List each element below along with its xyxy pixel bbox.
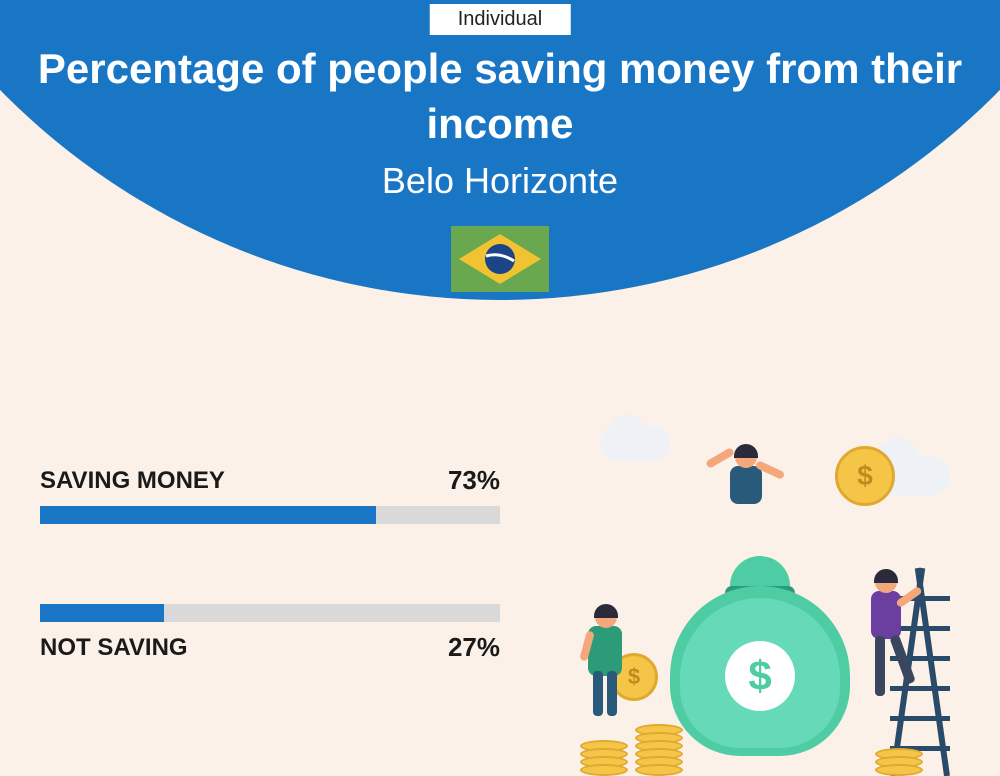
brazil-flag-icon xyxy=(451,226,549,292)
dollar-sign-icon: $ xyxy=(725,641,795,711)
main-title: Percentage of people saving money from t… xyxy=(0,42,1000,151)
coin-stack-icon xyxy=(580,744,628,776)
bar-label: SAVING MONEY xyxy=(40,467,225,495)
money-bag-icon: $ xyxy=(670,536,850,756)
bar-group-saving: SAVING MONEY 73% xyxy=(40,465,500,524)
bar-value: 73% xyxy=(448,465,500,496)
savings-illustration: $ $ $ xyxy=(560,416,980,776)
person-sitting-icon xyxy=(575,606,635,716)
category-tag: Individual xyxy=(430,4,571,35)
person-on-ladder-icon xyxy=(865,571,925,731)
coin-stack-icon xyxy=(875,752,923,776)
bar-label: NOT SAVING xyxy=(40,634,188,662)
bar-fill xyxy=(40,604,164,622)
bar-track xyxy=(40,604,500,622)
coin-stack-icon xyxy=(635,728,683,776)
cloud-icon xyxy=(600,426,670,461)
location-subtitle: Belo Horizonte xyxy=(0,160,1000,202)
coin-icon: $ xyxy=(835,446,895,506)
bar-group-not-saving: NOT SAVING 27% xyxy=(40,604,500,663)
bar-fill xyxy=(40,506,376,524)
bar-value: 27% xyxy=(448,632,500,663)
bar-track xyxy=(40,506,500,524)
bar-chart-area: SAVING MONEY 73% NOT SAVING 27% xyxy=(40,465,500,663)
infographic-canvas: Individual Percentage of people saving m… xyxy=(0,0,1000,776)
person-reaching-icon xyxy=(710,436,790,506)
